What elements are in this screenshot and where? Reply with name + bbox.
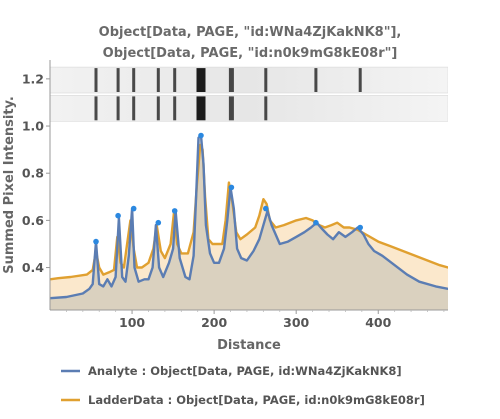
- gel-band: [228, 96, 234, 121]
- gel-band: [173, 96, 177, 121]
- gel-band: [196, 68, 206, 92]
- gel-lane-border: [50, 95, 448, 122]
- gel-band: [196, 96, 206, 121]
- y-tick-label: 0.8: [22, 166, 44, 181]
- gel-band: [116, 68, 120, 92]
- x-axis-label: Distance: [217, 338, 281, 353]
- axes: [49, 60, 448, 311]
- chart-title-line-1: Object[Data, PAGE, "id:WNa4ZjKakNK8"],: [99, 25, 402, 40]
- gel-band: [132, 68, 136, 92]
- series-fill-0: [50, 135, 448, 310]
- chart-title-line-2: Object[Data, PAGE, "id:n0k9mG8kE08r"]: [103, 46, 398, 61]
- legend: Analyte : Object[Data, PAGE, id:WNa4ZjKa…: [61, 364, 425, 407]
- gel-band: [358, 68, 362, 92]
- gel-band: [264, 96, 268, 121]
- peak-marker: [115, 212, 121, 219]
- peak-marker: [198, 132, 204, 139]
- peak-marker: [171, 208, 178, 214]
- gel-lane-ladderdata: [50, 95, 448, 122]
- gel-band: [228, 68, 234, 92]
- gel-lane-border: [50, 66, 448, 94]
- plot-area: [50, 66, 448, 310]
- legend-label-ladder: LadderData : Object[Data, PAGE, id:n0k9m…: [88, 393, 425, 407]
- gel-band: [264, 68, 268, 92]
- gel-band: [156, 96, 160, 121]
- y-ticks: 0.4 0.6 0.8 1.0 1.2: [22, 71, 50, 275]
- peak-markers: [93, 132, 364, 245]
- x-tick-label: 200: [201, 315, 227, 330]
- x-tick-label: 100: [119, 315, 145, 330]
- gel-band: [173, 68, 177, 92]
- gel-band: [314, 68, 318, 92]
- gel-lane-analyte: [50, 67, 448, 93]
- y-axis-label: Summed Pixel Intensity.: [2, 96, 17, 274]
- y-tick-label: 0.6: [22, 213, 44, 228]
- series-lines: [50, 134, 448, 300]
- y-tick-label: 0.4: [22, 260, 44, 275]
- gel-band: [132, 96, 136, 121]
- gel-image-strip: [50, 66, 448, 122]
- peak-marker: [228, 184, 235, 191]
- gel-band: [116, 96, 120, 121]
- y-tick-label: 1.2: [22, 71, 44, 86]
- x-ticks: 100 200 300 400: [66, 310, 445, 330]
- y-tick-label: 1.0: [22, 119, 44, 134]
- legend-label-analyte: Analyte : Object[Data, PAGE, id:WNa4ZjKa…: [88, 364, 402, 378]
- gel-band: [94, 68, 98, 92]
- series-line-0: [50, 134, 448, 300]
- peak-marker: [155, 219, 162, 226]
- gel-band: [156, 68, 160, 92]
- peak-marker: [357, 224, 364, 231]
- x-tick-label: 400: [365, 315, 391, 330]
- peak-marker: [93, 238, 99, 245]
- x-tick-label: 300: [283, 315, 309, 330]
- gel-band: [94, 96, 98, 121]
- peak-marker: [313, 219, 319, 226]
- peak-marker: [263, 205, 269, 212]
- series-fills: [50, 135, 448, 310]
- peak-marker: [130, 205, 137, 212]
